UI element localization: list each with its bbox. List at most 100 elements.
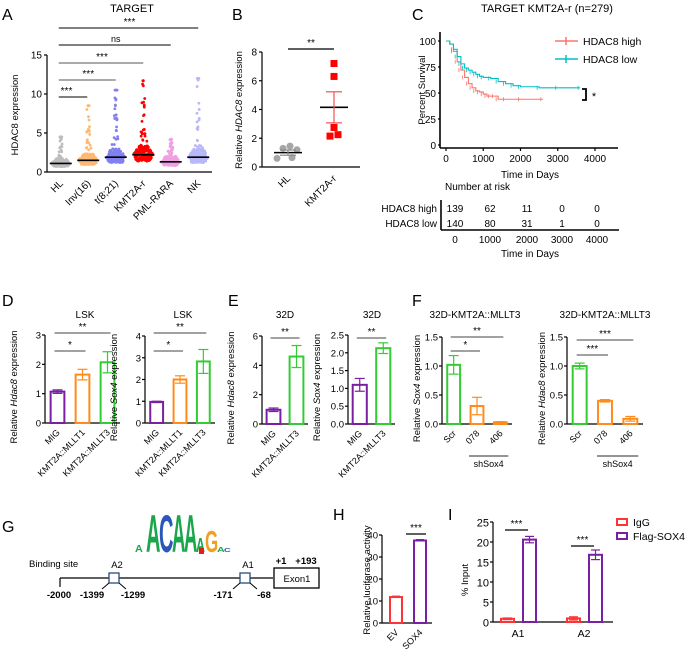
- motif-letter: A: [196, 534, 205, 557]
- chart-A-point: [202, 160, 205, 164]
- chart-A-point: [195, 138, 199, 142]
- panel-label-B: B: [232, 7, 243, 24]
- chart-D2-ytick-label: 0: [136, 419, 141, 430]
- chart-A-point: [194, 158, 198, 162]
- chart-A-point: [142, 100, 145, 104]
- chart-A-point: [60, 142, 64, 146]
- panel-label-C: C: [412, 7, 424, 24]
- chart-A-point: [112, 143, 116, 146]
- chart-C-xtick-label: 2000: [509, 154, 532, 165]
- chart-H-ylabel: Relative luciferase activity: [362, 525, 373, 635]
- binding-site-lead: [101, 582, 110, 590]
- chart-C-sig-bracket: [582, 88, 587, 101]
- chart-D1-bar-group: [74, 368, 91, 425]
- chart-E2-ytick-label: 0.5: [331, 402, 344, 413]
- chart-F2-ytick-label: 0.0: [550, 420, 563, 431]
- chart-A-point: [59, 135, 63, 139]
- chart-A-point: [188, 154, 192, 157]
- chart-A-point: [137, 146, 141, 150]
- chart-A-point: [62, 158, 66, 162]
- chart-F2-ytick-label: 1.0: [550, 362, 563, 373]
- chart-D1-ylabel: Relative Hdac8 expression: [9, 330, 20, 443]
- chart-A-point: [170, 156, 174, 159]
- chart-A-point: [142, 128, 146, 131]
- chart-C-risk-value: 0: [594, 219, 600, 230]
- chart-E1-bar-group: [265, 407, 282, 426]
- chart-E1-bar-group: [288, 344, 305, 425]
- chart-I-bar: [522, 538, 537, 623]
- chart-A-point: [59, 137, 63, 141]
- chart-C-line: [446, 40, 543, 100]
- chart-A-point: [116, 135, 120, 139]
- chart-D2-sig-label: **: [176, 322, 184, 333]
- binding-site-lead: [232, 582, 241, 590]
- chart-F2-sig-label: ***: [599, 329, 611, 340]
- motif-letter: A: [184, 505, 197, 564]
- chart-D2-ylabel: Relative Sox4 expression: [109, 334, 120, 441]
- chart-E1-ytick-label: 2: [253, 390, 258, 401]
- chart-A-point: [204, 159, 208, 163]
- chart-C-series-HDAC8-high: [446, 40, 543, 102]
- panel-label-E: E: [228, 293, 239, 310]
- chart-B-point: [286, 142, 294, 150]
- chart-C-risk-value: 31: [521, 219, 533, 230]
- chart-E2-xtick-label: MIG: [345, 428, 364, 447]
- chart-D2-bar-group: [149, 400, 165, 424]
- chart-B-point: [273, 154, 281, 162]
- motif-letter: A: [135, 544, 143, 554]
- chart-B-xtick-label: KMT2A-r: [303, 173, 340, 210]
- chart-H-ytick-label: 20: [367, 575, 378, 586]
- chart-I-legend-swatch: [616, 518, 628, 526]
- chart-H-bar-group: [389, 595, 403, 624]
- chart-A-point: [193, 144, 197, 147]
- chart-A-point: [107, 159, 111, 163]
- panel-label-H: H: [333, 507, 345, 524]
- chart-A-point: [135, 148, 139, 152]
- chart-A-point: [199, 149, 203, 153]
- chart-A-point: [63, 164, 67, 167]
- chart-A-point: [142, 113, 146, 117]
- chart-A-point: [201, 148, 205, 152]
- chart-A-point: [113, 107, 117, 111]
- chart-A-point: [112, 148, 115, 152]
- chart-A-point: [168, 152, 171, 156]
- promoter-start-label: -2000: [47, 590, 71, 601]
- chart-B-ylabel: Relative HDAC8 expression: [234, 51, 245, 169]
- chart-A-point: [169, 137, 173, 141]
- chart-A-point: [143, 132, 147, 136]
- chart-A-point: [141, 79, 145, 83]
- chart-I-xtick-label: A1: [512, 628, 525, 640]
- chart-F1-ytick-label: 0.5: [425, 391, 438, 402]
- chart-D1-ytick-label: 0: [36, 419, 41, 430]
- chart-F1-xtick-label: Scr: [441, 428, 458, 445]
- chart-A-ytick-label: 10: [31, 90, 43, 101]
- chart-D1-ytick-label: 3: [36, 331, 41, 342]
- binding-site-start-label: -171: [213, 590, 233, 601]
- binding-site-box-A1: [239, 572, 251, 584]
- binding-site-name: A1: [242, 560, 254, 571]
- chart-C-title: TARGET KMT2A-r (n=279): [481, 3, 613, 15]
- chart-C-series-HDAC8-low: [446, 40, 581, 90]
- motif-letter: A: [217, 546, 225, 554]
- chart-E1-sig-label: **: [281, 327, 289, 338]
- chart-B-point: [326, 132, 334, 140]
- chart-C-legend-label: HDAC8 high: [583, 36, 642, 48]
- chart-D2-ytick-label: 2: [136, 375, 141, 386]
- chart-I-ytick-label: 0: [483, 618, 489, 630]
- chart-A-point: [140, 119, 144, 123]
- chart-H-ytick-label: 0: [373, 619, 378, 630]
- chart-A-sig-label: ***: [82, 69, 94, 80]
- chart-F1-bar-group: [446, 354, 462, 425]
- chart-A-point: [165, 156, 168, 160]
- chart-A-point: [170, 141, 174, 145]
- chart-C-risk-value: 62: [484, 204, 496, 215]
- motif-letter: G: [205, 526, 218, 559]
- chart-C-risk-time: 3000: [551, 235, 574, 246]
- chart-D1-sig-label: *: [68, 340, 72, 351]
- chart-A-point: [107, 152, 111, 156]
- chart-A-sig-label: ***: [124, 17, 136, 28]
- chart-B-point: [334, 131, 342, 139]
- chart-A-group-3: [132, 79, 155, 163]
- chart-A-point: [54, 164, 58, 168]
- chart-B-point: [330, 60, 338, 67]
